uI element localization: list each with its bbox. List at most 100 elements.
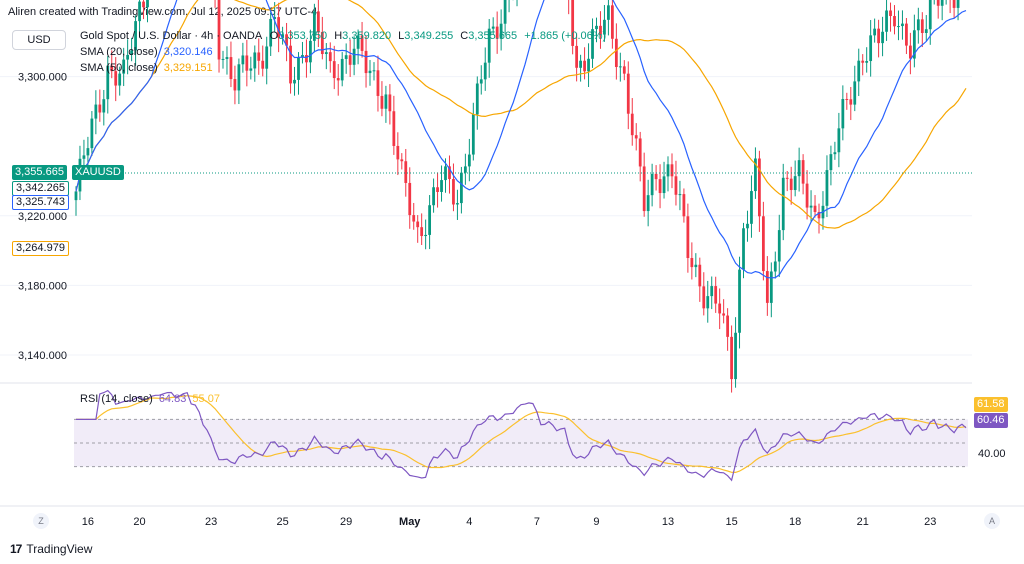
candle-body — [146, 0, 149, 8]
candle-body — [793, 176, 797, 191]
candle-body — [285, 34, 288, 46]
candle-body — [479, 79, 483, 84]
candle-body — [761, 216, 765, 272]
candle-body — [599, 25, 602, 35]
legend-low: 3,349.255 — [404, 30, 454, 42]
candle-body — [908, 45, 912, 59]
candle-body — [293, 79, 296, 84]
x-tick-label: May — [399, 516, 421, 528]
candle-body — [841, 98, 845, 129]
candle-body — [710, 286, 714, 297]
y-tick-label: 3,180.000 — [18, 280, 67, 292]
candle-body — [889, 10, 892, 17]
candle-body — [82, 155, 86, 159]
legend-sma20-value: 3,320.146 — [163, 46, 213, 58]
candle-body — [877, 28, 880, 44]
candle-body — [746, 223, 749, 229]
candle-body — [328, 52, 332, 62]
candle-body — [837, 128, 841, 153]
candle-body — [452, 179, 455, 205]
candle-body — [471, 114, 475, 155]
candle-body — [225, 57, 229, 59]
candle-body — [678, 194, 682, 196]
candle-body — [805, 183, 809, 208]
candle-body — [912, 30, 916, 59]
candle-body — [436, 187, 439, 192]
candle-body — [881, 31, 884, 44]
candle-body — [396, 145, 400, 160]
zoom-reset-button[interactable]: Z — [33, 513, 49, 529]
candle-body — [634, 135, 638, 139]
legend-o-label: O — [269, 30, 279, 42]
candle-body — [257, 52, 261, 61]
legend-sma20-label: SMA (20, close) — [80, 46, 158, 58]
candle-body — [428, 205, 432, 235]
candle-body — [571, 0, 575, 46]
candle-body — [610, 5, 614, 39]
candle-body — [833, 152, 837, 155]
candle-body — [134, 21, 137, 51]
x-tick-label: 21 — [857, 516, 869, 528]
candle-body — [261, 60, 265, 69]
candle-body — [785, 177, 789, 179]
candle-body — [491, 26, 495, 29]
candle-body — [364, 50, 368, 74]
candle-body — [789, 178, 793, 191]
candle-body — [253, 52, 257, 69]
rsi-line — [76, 389, 967, 482]
y-tick-label: 3,220.000 — [18, 211, 67, 223]
tradingview-logo[interactable]: 17 TradingView — [10, 542, 92, 556]
x-tick-label: 15 — [725, 516, 737, 528]
candle-body — [269, 18, 273, 47]
candle-body — [730, 336, 733, 380]
candle-body — [587, 58, 590, 72]
candle-body — [630, 113, 634, 136]
candle-body — [368, 70, 372, 74]
candle-body — [618, 66, 622, 68]
candle-body — [241, 55, 245, 65]
candle-body — [773, 261, 777, 272]
x-tick-label: 29 — [340, 516, 352, 528]
candle-body — [90, 118, 94, 149]
candle-body — [591, 29, 594, 59]
candle-body — [595, 25, 598, 30]
x-tick-label: 13 — [662, 516, 674, 528]
candle-body — [332, 61, 336, 79]
candle-body — [503, 0, 507, 24]
candle-body — [281, 34, 284, 38]
candle-body — [94, 104, 98, 119]
legend-symbol-row: Gold Spot / U.S. Dollar · 4h · OANDA O3,… — [80, 30, 606, 42]
sma20-line — [75, 0, 967, 279]
candle-body — [777, 230, 781, 262]
candle-body — [348, 55, 352, 65]
candle-body — [646, 195, 650, 212]
candle-body — [277, 17, 281, 38]
brand-name: TradingView — [26, 542, 93, 556]
candle-body — [424, 234, 428, 237]
candle-body — [861, 60, 865, 63]
price-badge: 3,355.665 — [12, 165, 67, 180]
candle-body — [324, 52, 328, 55]
candle-body — [905, 23, 908, 46]
y-tick-label: 3,140.000 — [18, 350, 67, 362]
candle-body — [372, 70, 376, 72]
rsi-band — [74, 418, 968, 468]
legend-c-label: C — [460, 30, 469, 42]
candle-body — [916, 19, 920, 31]
candle-body — [460, 172, 463, 204]
x-tick-label: 9 — [593, 516, 599, 528]
candle-body — [897, 26, 900, 28]
candle-body — [754, 158, 757, 192]
candle-body — [579, 60, 582, 68]
auto-scale-button[interactable]: A — [984, 513, 1000, 529]
legend-rsi-value: 64.83 — [158, 393, 187, 405]
candle-body — [356, 35, 360, 49]
candle-body — [126, 54, 130, 60]
candle-body — [102, 99, 106, 113]
candle-body — [440, 180, 443, 192]
currency-button[interactable]: USD — [12, 30, 66, 50]
candle-body — [829, 154, 833, 171]
candle-body — [380, 95, 384, 109]
candle-body — [432, 187, 435, 206]
